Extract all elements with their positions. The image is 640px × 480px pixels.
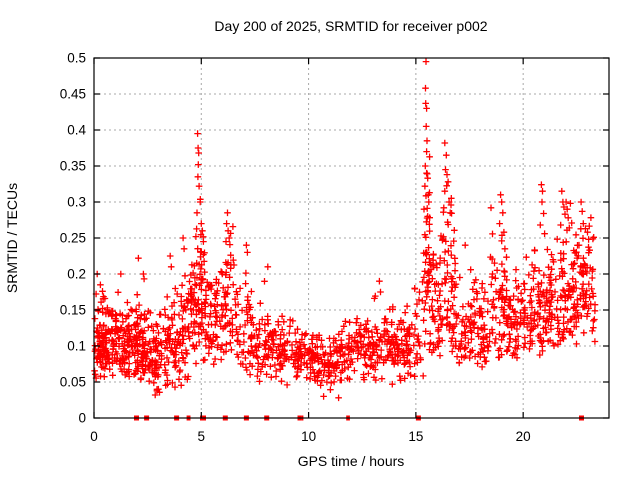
y-tick-label: 0.5 — [67, 51, 86, 66]
chart-title: Day 200 of 2025, SRMTID for receiver p00… — [214, 18, 487, 34]
y-tick-label: 0.3 — [67, 195, 86, 210]
data-points — [91, 58, 599, 402]
x-tick-label: 15 — [408, 429, 423, 444]
y-tick-labels: 0 0.05 0.1 0.15 0.2 0.25 0.3 0.35 0.4 0.45 0.5 — [60, 51, 87, 426]
y-tick-label: 0.4 — [67, 123, 86, 138]
y-tick-label: 0.45 — [60, 87, 86, 102]
x-tick-label: 5 — [198, 429, 206, 444]
y-tick-label: 0.25 — [60, 231, 86, 246]
y-axis-label: SRMTID / TECUs — [4, 183, 20, 293]
srmtid-scatter-points — [91, 58, 599, 402]
y-tick-label: 0.15 — [60, 303, 86, 318]
y-tick-label: 0.05 — [60, 375, 86, 390]
x-axis-label: GPS time / hours — [298, 453, 405, 469]
x-tick-label: 10 — [301, 429, 316, 444]
axis-ticks — [93, 57, 609, 419]
y-tick-label: 0.35 — [60, 159, 86, 174]
x-tick-labels: 0 5 10 15 20 — [90, 429, 530, 444]
x-tick-label: 0 — [90, 429, 98, 444]
y-tick-label: 0.1 — [67, 339, 86, 354]
x-tick-label: 20 — [516, 429, 531, 444]
y-tick-label: 0.2 — [67, 267, 86, 282]
y-tick-label: 0 — [78, 411, 86, 426]
